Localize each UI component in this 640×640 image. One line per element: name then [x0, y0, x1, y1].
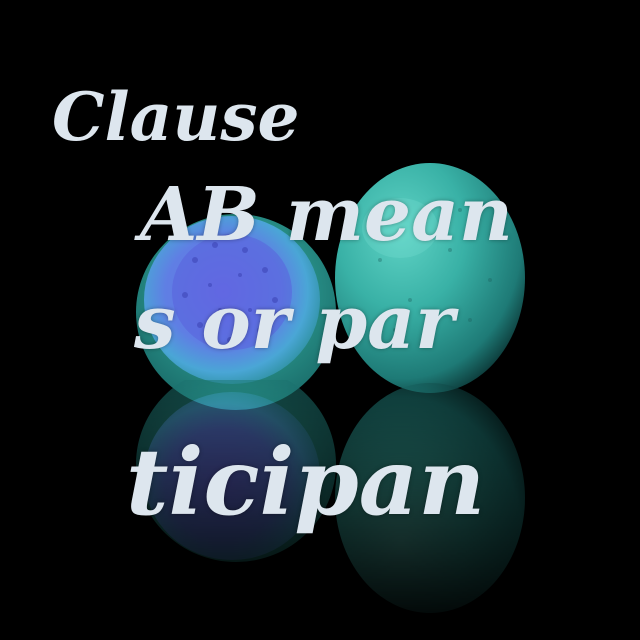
whole-guava [335, 163, 525, 393]
caption-line-3: s or par [134, 280, 455, 366]
caption-line-1: Clause [52, 78, 300, 156]
reflection [136, 366, 525, 613]
halved-guava [136, 214, 336, 410]
caption-line-2: AB mean [140, 172, 513, 258]
caption-line-4: ticipan [126, 428, 486, 536]
